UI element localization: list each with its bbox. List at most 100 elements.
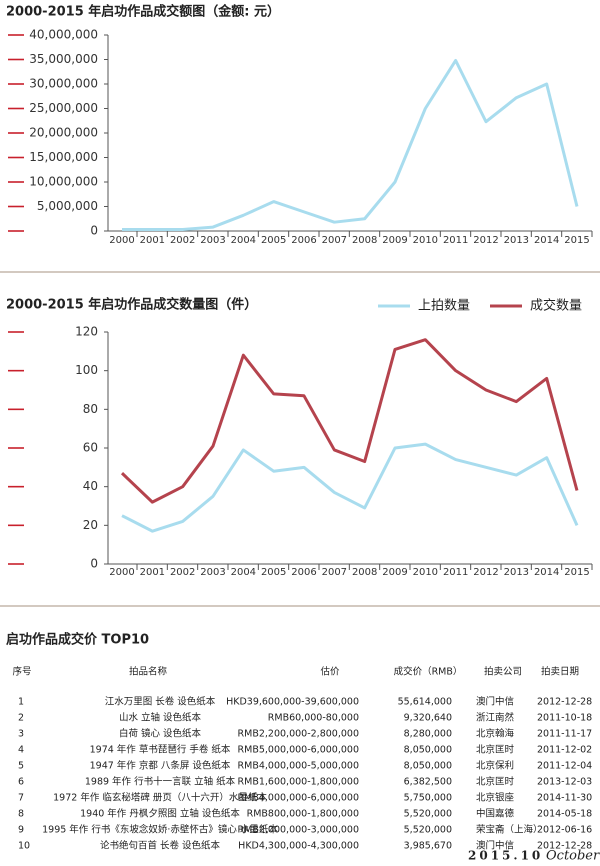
- table-cell: 8,280,000: [404, 729, 452, 740]
- table-cell: 1989 年作 行书十一言联 立轴 纸本: [85, 776, 236, 788]
- table-cell: 2011-11-17: [537, 729, 592, 740]
- x-tick-label: 2011: [443, 235, 468, 246]
- x-tick-label: 2010: [413, 567, 438, 578]
- x-tick-label: 2008: [352, 567, 377, 578]
- table-cell: 1974 年作 草书琵琶行 手卷 纸本: [90, 744, 231, 756]
- x-tick-label: 2006: [291, 235, 316, 246]
- line-series: [121, 442, 579, 533]
- table-cell: 5: [18, 761, 24, 772]
- x-tick-label: 2003: [200, 567, 225, 578]
- x-tick-label: 2011: [443, 567, 468, 578]
- table-cell: 5,750,000: [404, 793, 452, 804]
- table-cell: RMB5,000,000-6,000,000: [238, 745, 359, 756]
- table-cell: RMB1,600,000-1,800,000: [238, 777, 359, 788]
- table-cell: 7: [18, 793, 24, 804]
- table-cell: 北京保利: [476, 760, 514, 772]
- legend-label: 上拍数量: [418, 299, 470, 314]
- y-tick-label: 35,000,000: [29, 52, 98, 66]
- table-cell: HKD39,600,000-39,600,000: [226, 697, 359, 708]
- y-tick-label: 60: [83, 441, 98, 455]
- table-cell: 1947 年作 京都 八条屏 设色纸本: [90, 760, 231, 772]
- table-cell: 2: [18, 713, 24, 724]
- table-cell: 5,520,000: [404, 809, 452, 820]
- table-cell: 3,985,670: [404, 841, 452, 852]
- x-tick-label: 2009: [382, 567, 407, 578]
- table-cell: 4: [18, 745, 24, 756]
- y-tick-label: 0: [90, 224, 98, 238]
- table-cell: 8,050,000: [404, 761, 452, 772]
- table-cell: 北京匡时: [476, 744, 515, 756]
- table-cell: 北京翰海: [476, 728, 515, 740]
- table-cell: 荣宝斋（上海）: [476, 824, 543, 836]
- table-cell: 澳门中信: [476, 696, 514, 708]
- x-tick-label: 2006: [291, 567, 316, 578]
- table-cell: 1995 年作 行书《东坡念奴娇·赤壁怀古》镜心 水墨纸本: [42, 824, 278, 836]
- y-tick-label: 40,000,000: [29, 28, 98, 42]
- table-header: 估价: [320, 666, 340, 678]
- table-cell: 5,520,000: [404, 825, 452, 836]
- y-tick-label: 80: [83, 402, 98, 416]
- table-cell: 2012-06-16: [537, 825, 592, 836]
- y-tick-label: 30,000,000: [29, 77, 98, 91]
- footer-month: October: [546, 849, 600, 864]
- table-cell: 8,050,000: [404, 745, 452, 756]
- table-cell: RMB4,000,000-5,000,000: [238, 761, 359, 772]
- table-cell: 2012-12-28: [537, 841, 592, 852]
- x-tick-label: 2001: [140, 567, 165, 578]
- table-cell: 2011-10-18: [537, 713, 592, 724]
- x-tick-label: 2012: [473, 567, 498, 578]
- line-series: [120, 338, 579, 504]
- table-cell: 55,614,000: [398, 697, 452, 708]
- table-cell: RMB2,200,000-2,800,000: [238, 729, 359, 740]
- table-cell: 6: [18, 777, 24, 788]
- table-cell: HKD4,300,000-4,300,000: [238, 841, 359, 852]
- y-tick-label: 5,000,000: [37, 199, 98, 213]
- table-header: 拍品名称: [129, 666, 168, 678]
- x-tick-label: 2002: [170, 567, 195, 578]
- chart-title: 2000-2015 年启功作品成交额图（金额: 元）: [6, 4, 280, 20]
- table-cell: 1972 年作 临玄秘塔碑 册页（八十六开）水墨纸本: [53, 792, 267, 804]
- x-tick-label: 2007: [322, 235, 347, 246]
- x-tick-label: 2015: [564, 235, 589, 246]
- x-tick-label: 2013: [504, 567, 529, 578]
- legend-label: 成交数量: [530, 298, 582, 314]
- x-tick-label: 2001: [140, 235, 165, 246]
- x-tick-label: 2009: [382, 235, 407, 246]
- x-tick-label: 2003: [200, 235, 225, 246]
- x-tick-label: 2008: [352, 235, 377, 246]
- table-cell: 浙江南然: [476, 712, 515, 724]
- x-tick-label: 2000: [109, 567, 134, 578]
- y-tick-label: 20,000,000: [29, 126, 98, 140]
- table-cell: RMB60,000-80,000: [268, 713, 359, 724]
- table-cell: 中国嘉德: [476, 808, 515, 820]
- x-tick-label: 2010: [413, 235, 438, 246]
- footer-date: 2015.10: [468, 849, 543, 863]
- table-cell: 6,382,500: [404, 777, 452, 788]
- x-tick-label: 2014: [534, 235, 559, 246]
- x-tick-label: 2014: [534, 567, 559, 578]
- table-cell: 2014-05-18: [537, 809, 592, 820]
- x-tick-label: 2005: [261, 235, 286, 246]
- y-tick-label: 20: [83, 518, 98, 532]
- x-tick-label: 2007: [322, 567, 347, 578]
- y-tick-label: 40: [83, 479, 98, 493]
- table-header: 拍卖公司: [484, 666, 522, 678]
- x-tick-label: 2000: [109, 235, 134, 246]
- x-tick-label: 2004: [231, 235, 256, 246]
- table-cell: 2012-12-28: [537, 697, 592, 708]
- x-tick-label: 2012: [473, 235, 498, 246]
- table-cell: 1: [18, 697, 24, 708]
- table-cell: 1940 年作 丹枫夕照图 立轴 设色纸本: [80, 808, 240, 820]
- table-cell: 山水 立轴 设色纸本: [119, 712, 202, 724]
- table-cell: 北京匡时: [476, 776, 515, 788]
- table-header: 成交价（RMB）: [394, 666, 463, 678]
- table-cell: 论书绝句百首 长卷 设色纸本: [100, 840, 221, 852]
- table-cell: 3: [18, 729, 24, 740]
- table-cell: RMB4,000,000-6,000,000: [238, 793, 359, 804]
- table-cell: 白荷 镜心 设色纸本: [119, 728, 202, 740]
- table-cell: 9: [18, 825, 24, 836]
- x-tick-label: 2004: [231, 567, 256, 578]
- y-tick-label: 25,000,000: [29, 101, 98, 115]
- table-header: 序号: [12, 666, 31, 678]
